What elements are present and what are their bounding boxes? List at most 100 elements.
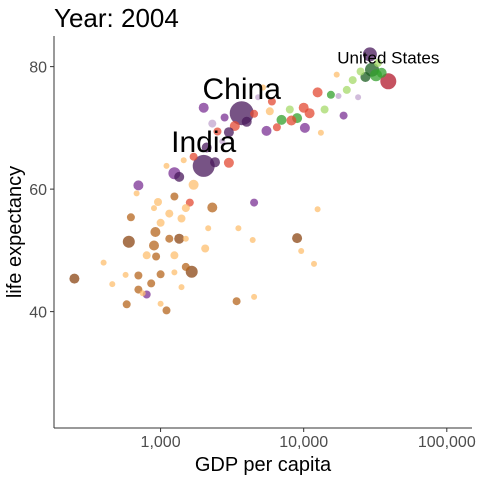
- data-point: [201, 142, 212, 153]
- data-point: [156, 218, 165, 227]
- data-point: [348, 76, 357, 85]
- data-point: [165, 209, 174, 218]
- data-point: [188, 179, 199, 190]
- data-point: [181, 204, 190, 213]
- x-axis-title: GDP per capita: [195, 454, 332, 476]
- data-point: [285, 105, 294, 114]
- data-point: [311, 260, 317, 267]
- data-point: [207, 202, 218, 213]
- points-layer: [69, 47, 397, 315]
- data-point: [356, 67, 365, 76]
- data-point: [314, 206, 321, 213]
- data-point: [267, 97, 276, 106]
- data-point: [122, 235, 135, 248]
- data-point: [189, 152, 198, 161]
- data-point: [163, 162, 170, 169]
- data-point: [272, 123, 281, 132]
- data-point: [205, 225, 212, 232]
- data-point: [286, 115, 297, 126]
- data-point: [69, 273, 80, 284]
- data-point: [192, 154, 215, 177]
- data-point: [180, 157, 187, 164]
- country-label: United States: [337, 49, 439, 68]
- chart-title: Year: 2004: [54, 3, 179, 33]
- data-point: [373, 59, 382, 67]
- data-point: [170, 251, 179, 260]
- data-point: [122, 300, 131, 309]
- data-point: [100, 259, 107, 266]
- data-point: [298, 102, 309, 113]
- data-point: [170, 192, 179, 201]
- axes-layer: [53, 36, 472, 429]
- data-point: [177, 214, 186, 223]
- data-point: [156, 270, 165, 279]
- x-tick-label: 1,000: [141, 434, 181, 451]
- data-point: [265, 107, 274, 116]
- data-point: [292, 233, 303, 244]
- data-point: [276, 114, 287, 125]
- data-point: [223, 127, 234, 138]
- data-point: [339, 111, 348, 120]
- data-point: [142, 251, 151, 260]
- data-point: [134, 271, 143, 280]
- data-point: [235, 225, 242, 232]
- data-point: [139, 290, 146, 297]
- data-point: [174, 233, 185, 244]
- data-point: [317, 129, 324, 136]
- data-point: [149, 240, 159, 251]
- data-point: [181, 262, 190, 271]
- data-point: [342, 85, 351, 94]
- data-point: [122, 271, 129, 278]
- data-point: [182, 235, 189, 242]
- data-point: [165, 234, 174, 243]
- data-point: [255, 94, 262, 101]
- data-point: [326, 90, 335, 99]
- data-point: [213, 127, 222, 136]
- country-label: China: [203, 73, 282, 106]
- data-point: [198, 102, 209, 113]
- data-point: [355, 94, 362, 101]
- country-labels-layer: China India United States: [171, 49, 439, 159]
- data-point: [150, 227, 161, 237]
- data-point: [376, 67, 387, 78]
- x-tick-label: 10,000: [279, 434, 328, 451]
- data-point: [126, 213, 135, 222]
- data-point: [299, 122, 310, 133]
- data-point: [147, 279, 156, 288]
- data-point: [178, 284, 185, 291]
- y-tick-label: 40: [29, 305, 47, 322]
- ticks-layer: 1,000 10,000 100,000 40 60 80: [29, 60, 476, 451]
- data-point: [219, 138, 226, 145]
- data-point: [174, 171, 185, 182]
- data-point: [223, 157, 234, 168]
- data-point: [133, 180, 144, 191]
- data-point: [260, 84, 266, 91]
- data-point: [261, 125, 272, 136]
- data-point: [151, 205, 157, 212]
- data-point: [171, 269, 178, 276]
- data-point: [109, 281, 116, 288]
- data-point: [241, 116, 252, 127]
- data-point: [152, 252, 161, 261]
- x-tick-label: 100,000: [418, 434, 476, 451]
- data-point: [185, 198, 194, 207]
- data-point: [320, 105, 329, 114]
- data-point: [312, 87, 323, 98]
- data-point: [154, 198, 162, 206]
- data-point: [298, 248, 305, 254]
- data-point: [251, 293, 258, 300]
- y-tick-label: 60: [29, 182, 47, 199]
- data-point: [210, 157, 220, 168]
- data-point: [232, 297, 241, 306]
- data-point: [362, 47, 377, 62]
- data-point: [201, 244, 210, 253]
- data-point: [229, 121, 240, 131]
- y-axis-title: life expectancy: [4, 166, 26, 298]
- country-label: India: [171, 126, 236, 159]
- data-point: [333, 71, 340, 78]
- data-point: [250, 109, 259, 118]
- data-point: [250, 198, 259, 207]
- data-point: [335, 93, 342, 99]
